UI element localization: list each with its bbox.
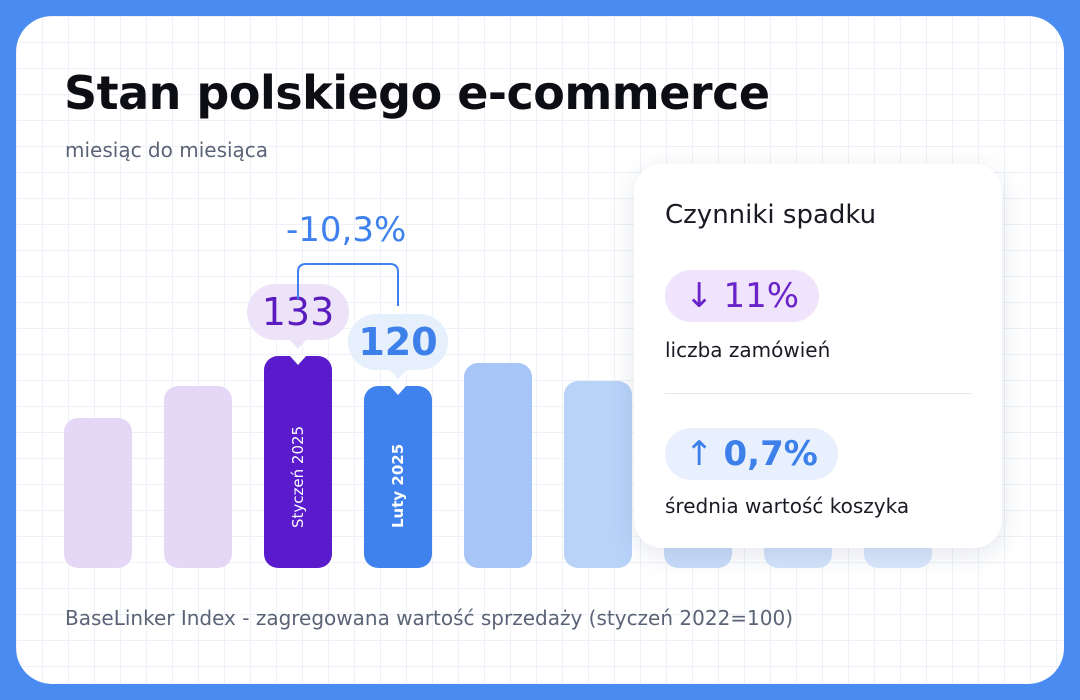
orders-change-badge: ↓ 11% (665, 270, 820, 322)
bar-4: Luty 2025 (364, 384, 432, 568)
basket-change-badge: ↑ 0,7% (665, 428, 838, 480)
change-annotation: -10,3% (286, 210, 407, 250)
infographic-card: Stan polskiego e-commerce miesiąc do mie… (16, 16, 1064, 684)
bar-2 (164, 385, 232, 568)
bar-notch (389, 384, 407, 395)
page-title: Stan polskiego e-commerce (64, 66, 770, 120)
basket-change-value: 0,7% (723, 434, 818, 474)
bar-3: Styczeń 2025 (264, 355, 332, 568)
orders-count-label: liczba zamówień (665, 338, 831, 362)
average-basket-label: średnia wartość koszyka (665, 494, 910, 518)
factors-panel: Czynniki spadku ↓ 11% liczba zamówień ↑ 0,… (634, 164, 1002, 548)
bar-1 (64, 417, 132, 568)
arrow-up-icon: ↑ (685, 434, 714, 474)
divider (665, 393, 971, 394)
chart-footnote: BaseLinker Index - zagregowana wartość s… (65, 606, 794, 630)
bar-5 (464, 362, 532, 568)
bar-value-label: 120 (358, 319, 438, 364)
bubble-pointer (289, 339, 307, 349)
factors-panel-title: Czynniki spadku (665, 200, 877, 230)
bubble-pointer (389, 368, 407, 379)
bar-notch (289, 355, 307, 365)
arrow-down-icon: ↓ (685, 276, 714, 316)
page-subtitle: miesiąc do miesiąca (65, 138, 269, 162)
value-bubble-february: 120 (348, 313, 448, 379)
orders-change-value: 11% (723, 276, 800, 316)
bar-6 (564, 381, 632, 568)
change-bracket (297, 263, 399, 306)
